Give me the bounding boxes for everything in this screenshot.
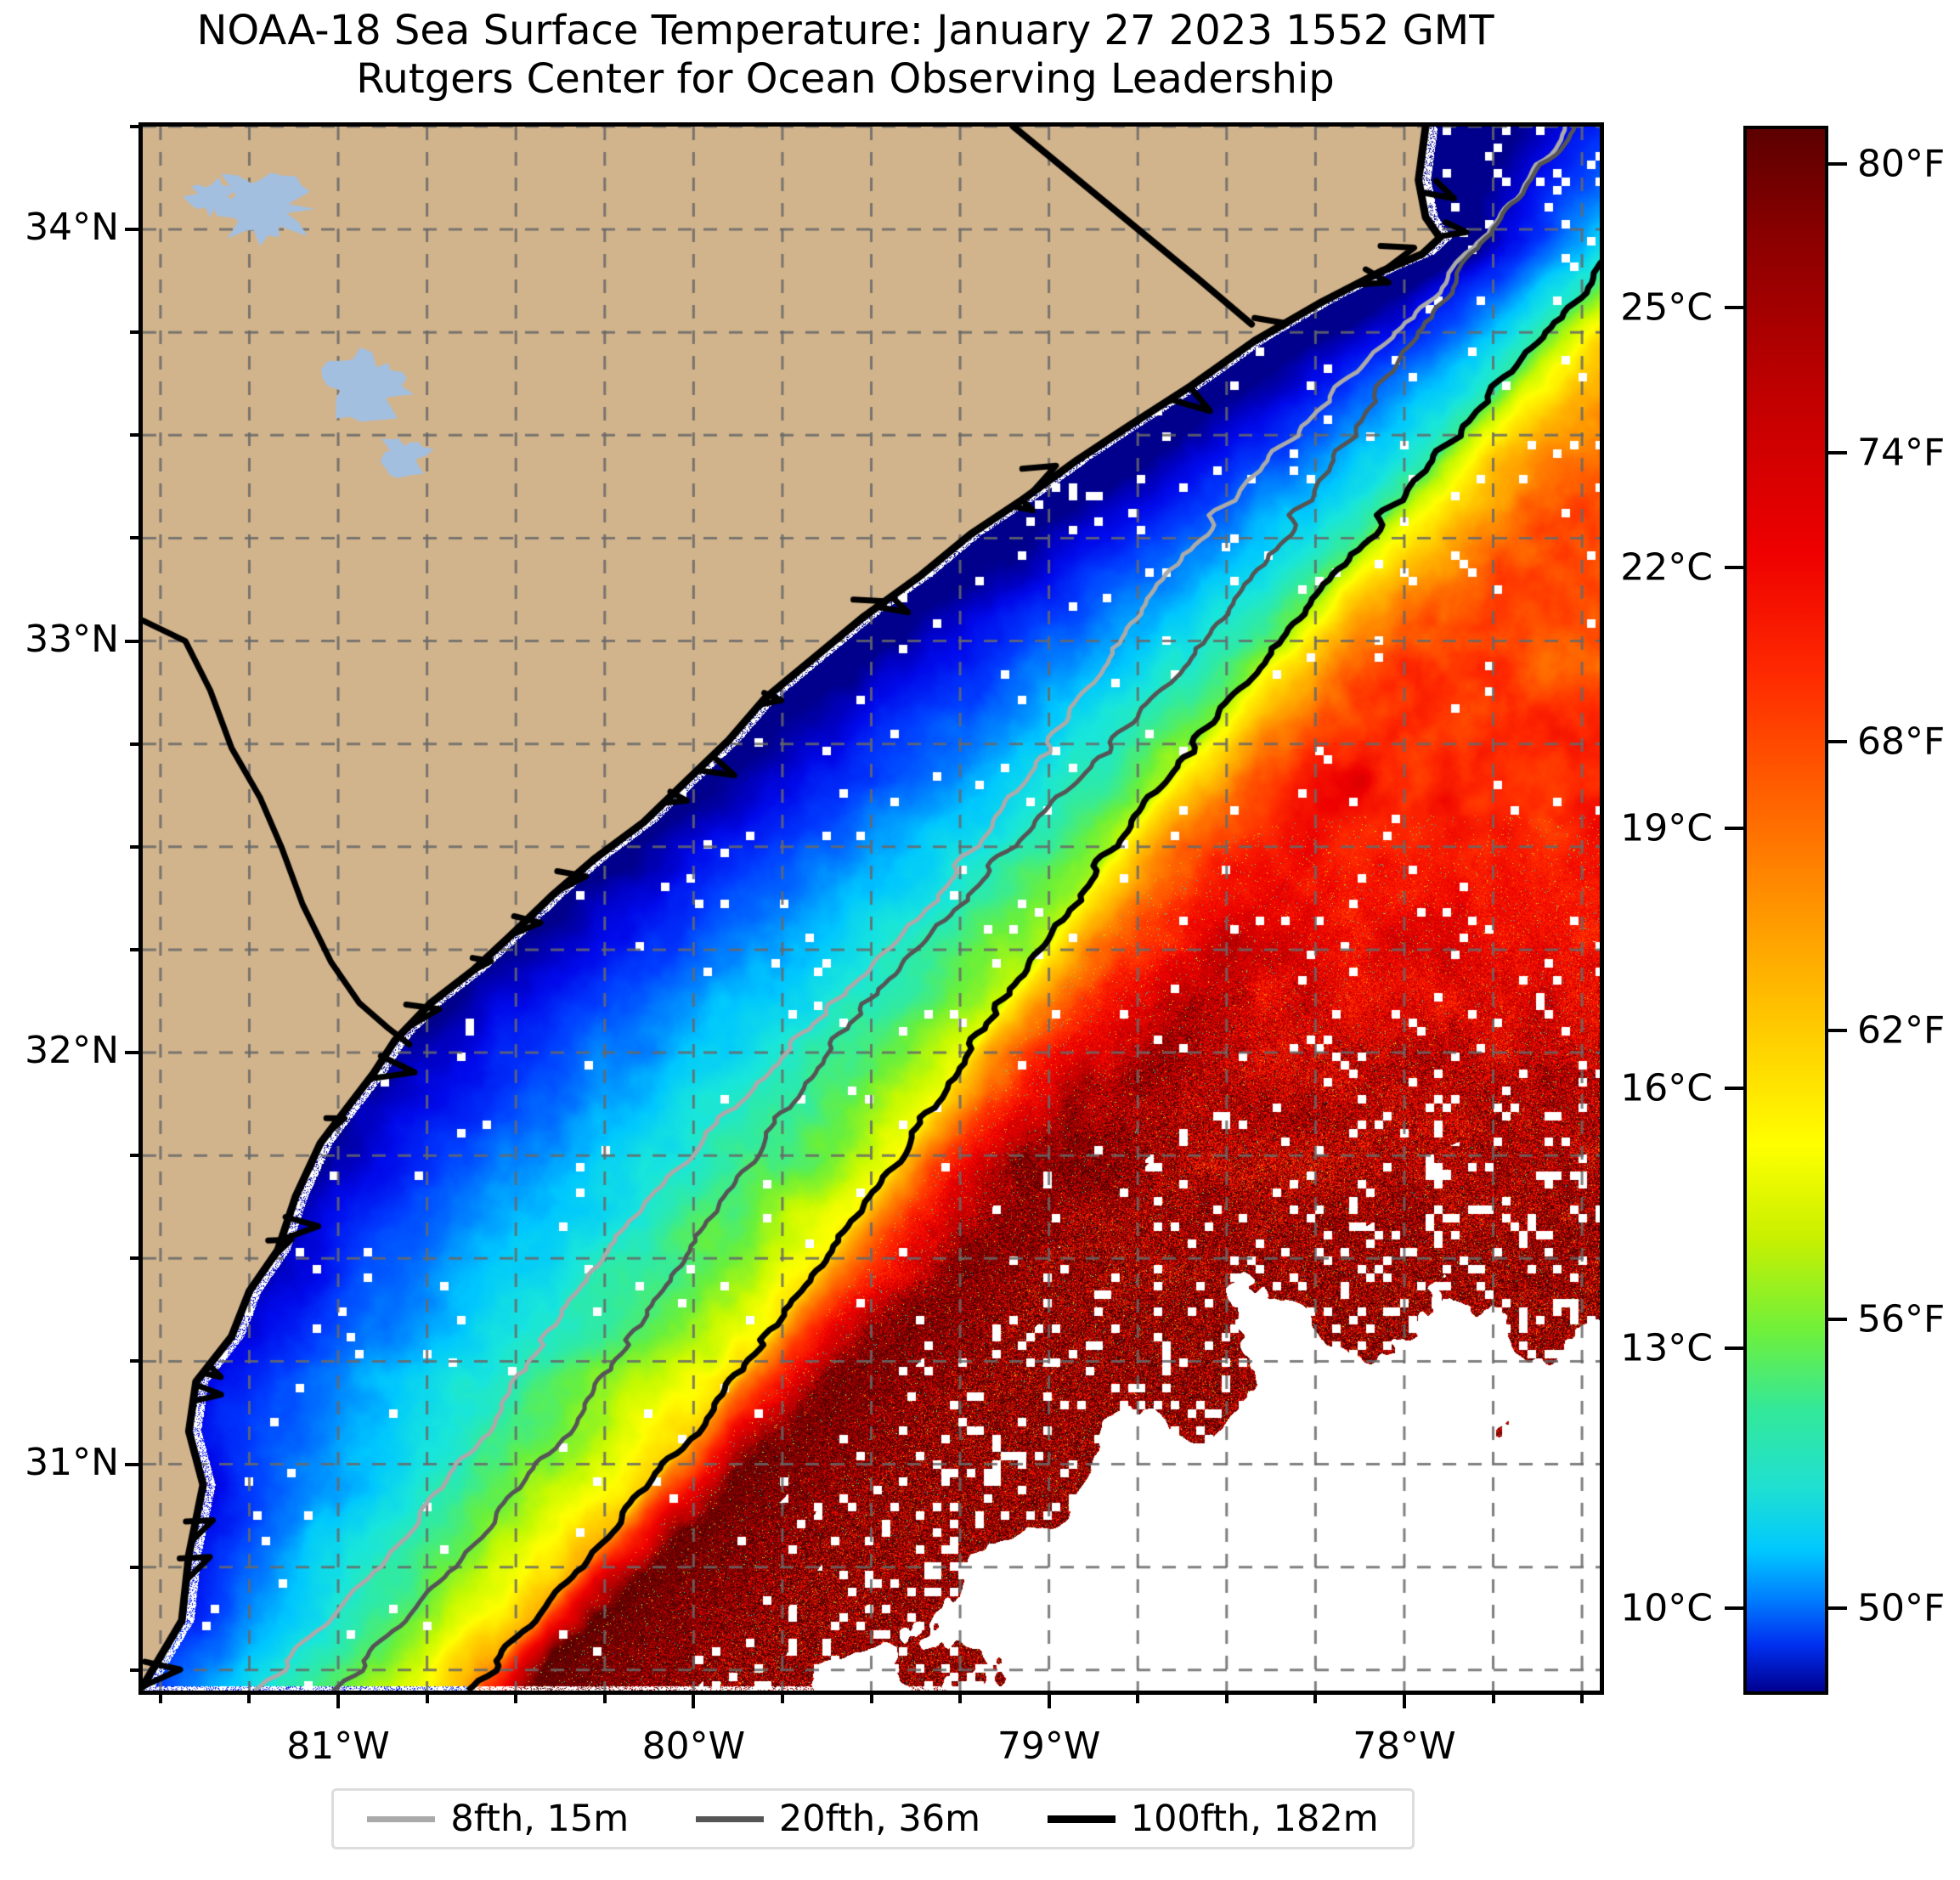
lon-tick-minor bbox=[1580, 1695, 1584, 1703]
lat-tick-minor bbox=[130, 536, 138, 540]
colorbar-tick-f bbox=[1828, 740, 1847, 744]
lat-tick-major bbox=[125, 1051, 138, 1055]
colorbar-tick-f bbox=[1828, 1606, 1847, 1611]
lat-tick-minor bbox=[130, 1154, 138, 1158]
legend-line-8fth bbox=[367, 1815, 436, 1822]
colorbar-tick-c bbox=[1725, 566, 1743, 570]
colorbar-label-celsius: 19°C bbox=[1620, 806, 1713, 850]
lon-tick-minor bbox=[1136, 1695, 1140, 1703]
lat-tick-major bbox=[125, 1462, 138, 1466]
lon-tick-minor bbox=[514, 1695, 518, 1703]
lon-tick-minor bbox=[425, 1695, 429, 1703]
colorbar-tick-c bbox=[1725, 826, 1743, 830]
lon-tick-label: 79°W bbox=[997, 1725, 1101, 1768]
colorbar-label-celsius: 16°C bbox=[1620, 1066, 1713, 1110]
colorbar: 80°F 74°F 68°F 62°F 56°F 50°F 25°C 22°C 19°C 16°C… bbox=[1620, 126, 1945, 1695]
colorbar-tick-f bbox=[1828, 451, 1847, 455]
lat-tick-label: 31°N bbox=[25, 1440, 119, 1484]
lat-tick-minor bbox=[130, 1668, 138, 1672]
sst-map-panel bbox=[138, 122, 1604, 1695]
page-subtitle: Rutgers Center for Ocean Observing Leade… bbox=[356, 54, 1335, 103]
lon-tick-minor bbox=[602, 1695, 607, 1703]
depth-contour-legend: 8fth, 15m 20fth, 36m 100fth, 182m bbox=[331, 1788, 1415, 1849]
legend-item-8fth: 8fth, 15m bbox=[367, 1798, 629, 1840]
colorbar-tick-c bbox=[1725, 1606, 1743, 1610]
lon-tick-major bbox=[1047, 1695, 1051, 1708]
colorbar-tick-c bbox=[1725, 1086, 1743, 1090]
lon-tick-minor bbox=[1224, 1695, 1229, 1703]
colorbar-gradient bbox=[1743, 126, 1828, 1695]
colorbar-tick-c bbox=[1725, 1346, 1743, 1350]
lon-tick-minor bbox=[869, 1695, 873, 1703]
colorbar-label-fahrenheit: 62°F bbox=[1857, 1008, 1946, 1053]
legend-line-100fth bbox=[1047, 1815, 1116, 1823]
lon-tick-minor bbox=[958, 1695, 963, 1703]
colorbar-label-fahrenheit: 56°F bbox=[1857, 1297, 1946, 1341]
legend-label-20fth: 20fth, 36m bbox=[778, 1798, 981, 1840]
lon-tick-minor bbox=[247, 1695, 251, 1703]
page-title: NOAA-18 Sea Surface Temperature: January… bbox=[196, 7, 1494, 54]
colorbar-tick-f bbox=[1828, 1029, 1847, 1033]
lat-tick-minor bbox=[130, 330, 138, 335]
lat-tick-minor bbox=[130, 844, 138, 849]
lat-tick-label: 34°N bbox=[25, 206, 119, 250]
lon-tick-minor bbox=[1491, 1695, 1495, 1703]
colorbar-tick-c bbox=[1725, 306, 1743, 310]
lat-tick-minor bbox=[130, 742, 138, 746]
colorbar-label-celsius: 10°C bbox=[1620, 1586, 1713, 1630]
colorbar-label-fahrenheit: 68°F bbox=[1857, 720, 1946, 764]
colorbar-label-fahrenheit: 50°F bbox=[1857, 1586, 1946, 1630]
lon-tick-label: 78°W bbox=[1353, 1725, 1456, 1768]
colorbar-label-celsius: 25°C bbox=[1620, 285, 1713, 330]
lon-tick-major bbox=[1402, 1695, 1406, 1708]
lat-tick-minor bbox=[130, 947, 138, 951]
colorbar-tick-f bbox=[1828, 162, 1847, 167]
lat-tick-minor bbox=[130, 125, 138, 128]
lat-tick-major bbox=[125, 228, 138, 232]
legend-label-8fth: 8fth, 15m bbox=[450, 1798, 630, 1840]
colorbar-label-fahrenheit: 80°F bbox=[1857, 142, 1946, 186]
lon-tick-minor bbox=[1313, 1695, 1318, 1703]
lat-tick-label: 32°N bbox=[25, 1029, 119, 1073]
lat-tick-minor bbox=[130, 1256, 138, 1261]
legend-item-100fth: 100fth, 182m bbox=[1047, 1798, 1379, 1840]
lat-tick-minor bbox=[130, 1565, 138, 1569]
sst-heatmap-canvas bbox=[143, 127, 1600, 1691]
colorbar-label-fahrenheit: 74°F bbox=[1857, 431, 1946, 475]
lat-tick-minor bbox=[130, 1359, 138, 1363]
lon-tick-minor bbox=[780, 1695, 784, 1703]
chart-title-block: NOAA-18 Sea Surface Temperature: January… bbox=[0, 7, 1691, 103]
colorbar-label-celsius: 13°C bbox=[1620, 1326, 1713, 1370]
legend-line-20fth bbox=[695, 1815, 764, 1822]
lon-tick-minor bbox=[158, 1695, 162, 1703]
lat-tick-major bbox=[125, 639, 138, 643]
colorbar-label-celsius: 22°C bbox=[1620, 545, 1713, 590]
lat-tick-minor bbox=[130, 433, 138, 438]
lon-tick-major bbox=[692, 1695, 696, 1708]
legend-label-100fth: 100fth, 182m bbox=[1130, 1798, 1379, 1840]
lon-tick-label: 80°W bbox=[641, 1725, 746, 1768]
lat-tick-label: 33°N bbox=[25, 617, 119, 661]
lon-tick-label: 81°W bbox=[286, 1725, 390, 1768]
lon-tick-major bbox=[336, 1695, 341, 1708]
colorbar-tick-f bbox=[1828, 1318, 1847, 1322]
legend-item-20fth: 20fth, 36m bbox=[695, 1798, 981, 1840]
